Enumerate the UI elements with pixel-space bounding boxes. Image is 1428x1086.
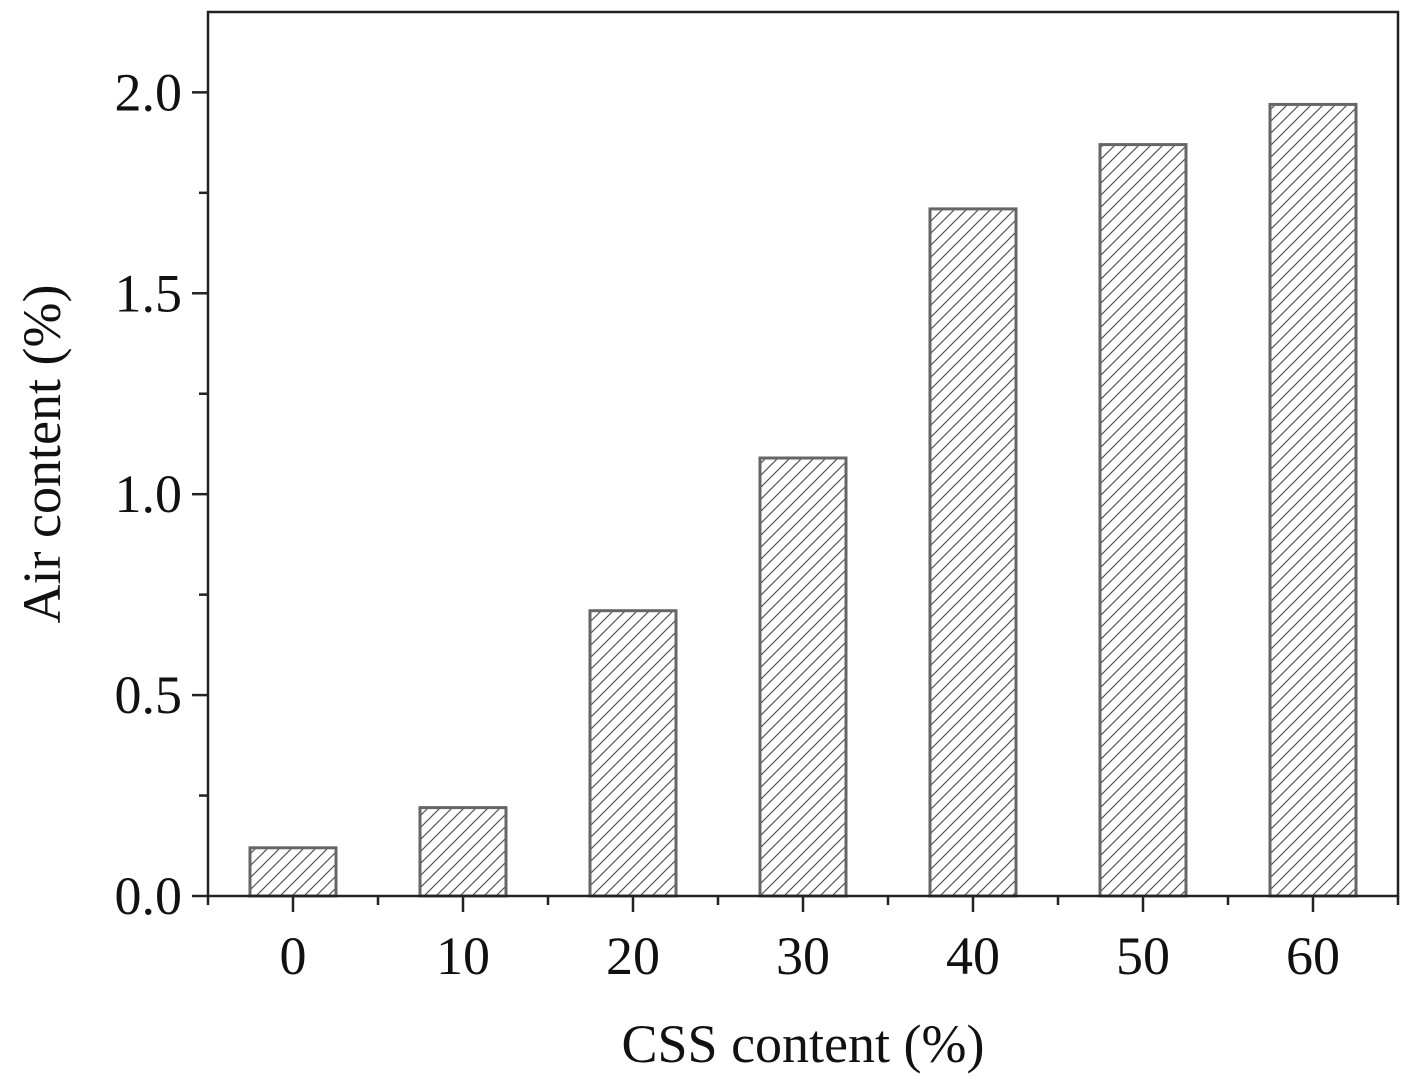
y-tick-label: 0.5 [115,665,183,725]
x-tick-label: 40 [946,926,1000,986]
x-tick-label: 20 [606,926,660,986]
bar-60 [1268,102,1358,898]
x-axis: 0 10 20 30 40 50 60 [206,896,1400,986]
y-tick-label: 1.5 [115,263,183,323]
bars-group [248,102,1358,898]
y-tick-label: 0.0 [115,866,183,926]
x-tick-label: 50 [1116,926,1170,986]
x-tick-label: 0 [280,926,307,986]
bar-0 [248,846,338,898]
bar-30 [758,456,848,898]
y-tick-label: 2.0 [115,62,183,122]
y-axis: 0.0 0.5 1.0 1.5 2.0 [115,62,208,926]
x-tick-label: 10 [436,926,490,986]
y-axis-label: Air content (%) [12,285,72,624]
x-tick-label: 60 [1286,926,1340,986]
x-axis-label: CSS content (%) [622,1014,985,1074]
bar-40 [928,207,1018,898]
bar-10 [418,806,508,898]
y-tick-label: 1.0 [115,464,183,524]
bar-20 [588,609,678,898]
bar-50 [1098,143,1188,898]
x-tick-label: 30 [776,926,830,986]
